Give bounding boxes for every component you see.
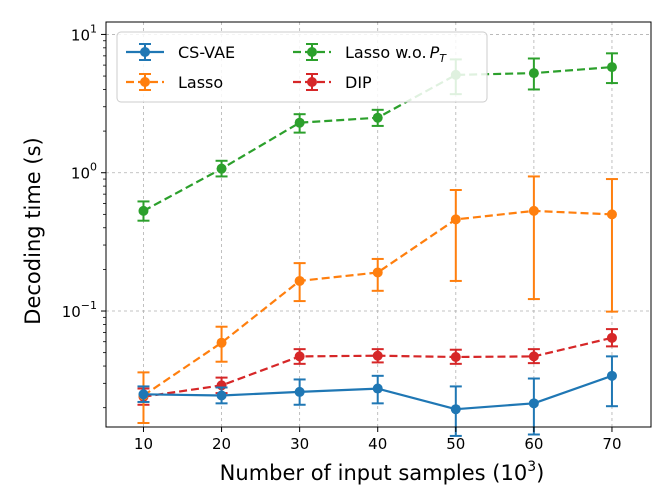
legend-frame	[116, 31, 488, 103]
legend-label: CS-VAE	[178, 43, 235, 62]
series-layer	[137, 52, 618, 437]
data-point	[294, 275, 305, 286]
x-tick-label: 50	[446, 435, 465, 453]
tick-layer: 10 20 30 40 50 60 70 101 100 10−1	[62, 22, 622, 453]
data-point	[138, 205, 149, 216]
legend-label: DIP	[345, 73, 372, 92]
data-point	[372, 112, 383, 123]
data-point	[528, 351, 539, 362]
y-tick-label: 10−1	[62, 299, 97, 321]
data-point	[528, 68, 539, 79]
x-axis-label: Number of input samples (103)	[220, 459, 545, 485]
y-axis-label: Decoding time (s)	[21, 137, 45, 324]
x-axis-label-exponent: 3	[527, 459, 536, 475]
series-cs-vae	[137, 355, 618, 437]
data-point	[606, 209, 617, 220]
legend-marker	[307, 47, 317, 57]
legend-label: Lasso w.o. PT	[345, 43, 447, 65]
legend-label: Lasso	[178, 73, 223, 92]
data-point	[294, 386, 305, 397]
data-point	[138, 389, 149, 400]
data-point	[528, 398, 539, 409]
x-tick-label: 40	[368, 435, 387, 453]
data-point	[294, 351, 305, 362]
data-point	[606, 62, 617, 73]
legend-marker	[140, 47, 150, 57]
data-point	[450, 214, 461, 225]
data-point	[450, 404, 461, 415]
series-lasso	[137, 175, 618, 424]
legend-item: Lasso	[126, 73, 223, 92]
x-tick-label: 10	[134, 435, 153, 453]
legend-item: Lasso w.o. PT	[293, 43, 447, 65]
x-tick-label: 30	[290, 435, 309, 453]
y-tick-label: 101	[71, 22, 97, 44]
data-point	[294, 117, 305, 128]
data-point	[606, 370, 617, 381]
x-tick-label: 60	[524, 435, 543, 453]
y-tick-label: 100	[71, 161, 97, 183]
data-point	[216, 337, 227, 348]
data-point	[528, 205, 539, 216]
plot-frame	[105, 21, 652, 428]
legend-marker	[140, 77, 150, 87]
x-tick-label: 20	[212, 435, 231, 453]
legend-marker	[307, 77, 317, 87]
x-axis-label-close: )	[536, 461, 544, 485]
data-point	[216, 163, 227, 174]
legend-item: DIP	[293, 73, 372, 92]
x-tick-label: 70	[602, 435, 621, 453]
data-point	[216, 390, 227, 401]
data-point	[606, 332, 617, 343]
data-point	[372, 350, 383, 361]
data-point	[450, 352, 461, 363]
data-point	[372, 383, 383, 394]
data-point	[372, 267, 383, 278]
legend-item: CS-VAE	[126, 43, 235, 62]
legend: CS-VAE Lasso w.o. PT Lasso DIP	[116, 31, 488, 103]
